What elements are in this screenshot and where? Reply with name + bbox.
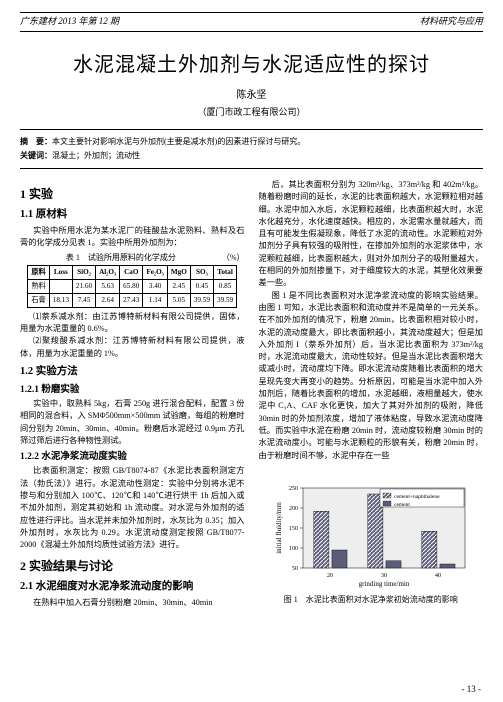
table-header-cell: CaO (120, 266, 143, 280)
table-header-cell: MgO (167, 266, 190, 280)
section-1-2-2: 1.2.2 水泥净浆流动度实验 (20, 450, 245, 464)
table-cell: 2.45 (167, 280, 190, 294)
paper-title: 水泥混凝土外加剂与水泥适应性的探讨 (0, 50, 503, 80)
para-1-2-1: 实验中，取熟料 5kg，石膏 250g 进行混合配料，配置 3 份相同的混合料，… (20, 398, 245, 447)
table-cell: 3.40 (143, 280, 167, 294)
header-right: 材料研究与应用 (420, 15, 483, 29)
table-header-cell: Fe₂O₃ (143, 266, 167, 280)
keywords-label: 关键词： (20, 151, 52, 160)
section-1-2: 1.2 实验方法 (20, 364, 245, 380)
section-1-2-1: 1.2.1 粉磨实验 (20, 383, 245, 397)
table-cell: 18.13 (49, 293, 72, 307)
abstract-text: 本文主要针对影响水泥与外加剂(主要是减水剂)的因素进行探讨与研究。 (52, 137, 305, 146)
right-column: 后，其比表面积分别为 320m²/kg、373m²/kg 和 402m²/kg。… (259, 179, 484, 609)
table-cell: 21.60 (72, 280, 95, 294)
page-header: 广东建材 2013 年第 12 期 材料研究与应用 (20, 12, 483, 32)
para-1-1b: ⑴萘系减水剂：由江苏博特新材料有限公司提供，固体，用量为水泥重量的 0.6%。 (20, 311, 245, 336)
affiliation: （厦门市政工程有限公司） (0, 106, 503, 120)
svg-text:100: 100 (289, 546, 298, 552)
table-cell: 5.63 (96, 280, 120, 294)
figure-1: 50 100 150 200 250 20 30 40 grinding time/min ini… (259, 468, 484, 593)
para-1-2-2: 比表面积测定：按照 GB/T8074-87《水泥比表面积测定方法（勃氏法）》进行… (20, 465, 245, 551)
table-cell: 1.14 (143, 293, 167, 307)
svg-text:grinding time/min: grinding time/min (358, 580, 409, 588)
svg-text:200: 200 (289, 506, 298, 512)
right-para-2: 图 1 是不同比表面积对水泥净浆流动度的影响实验结果。由图 1 可知，水泥比表面… (259, 290, 484, 462)
table-cell: 2.64 (96, 293, 120, 307)
svg-text:20: 20 (327, 573, 333, 579)
section-1-1: 1.1 原材料 (20, 207, 245, 223)
table-cell: 石膏 (28, 293, 49, 307)
page-number: - 13 - (462, 683, 482, 697)
left-column: 1 实验 1.1 原材料 实验中所用水泥为某水泥厂的硅酸盐水泥熟料、熟料及石膏的… (20, 179, 245, 609)
para-1-1a: 实验中所用水泥为某水泥厂的硅酸盐水泥熟料、熟料及石膏的化学成分见表 1。实验中所… (20, 225, 245, 250)
abstract-label: 摘 要： (20, 137, 52, 146)
table-header-cell: SiO₂ (72, 266, 95, 280)
author-name: 陈永坚 (0, 88, 503, 103)
table-cell: 39.59 (213, 293, 236, 307)
figure-1-chart: 50 100 150 200 250 20 30 40 grinding time/min ini… (271, 468, 471, 588)
table-cell: 0.85 (213, 280, 236, 294)
svg-text:cement: cement (394, 502, 410, 508)
table-cell (49, 280, 72, 294)
table-cell: 5.05 (167, 293, 190, 307)
keywords-text: 混凝土；外加剂；流动性 (52, 151, 140, 160)
table-1: 原料LossSiO₂Al₂O₃CaOFe₂O₃MgOSO₃Total 熟料 21.… (27, 265, 237, 307)
table-cell: 熟料 (28, 280, 49, 294)
section-1: 1 实验 (20, 185, 245, 203)
table-header-cell: Total (213, 266, 236, 280)
svg-text:initial fluidity/mm: initial fluidity/mm (275, 502, 283, 554)
section-2: 2 实验结果与讨论 (20, 557, 245, 575)
two-column-body: 1 实验 1.1 原材料 实验中所用水泥为某水泥厂的硅酸盐水泥熟料、熟料及石膏的… (20, 179, 483, 609)
svg-text:250: 250 (289, 486, 298, 492)
table-cell: 65.80 (120, 280, 143, 294)
table-row: 熟料 21.605.6365.803.402.450.450.85 (28, 280, 237, 294)
svg-text:30: 30 (381, 573, 387, 579)
svg-text:50: 50 (292, 566, 298, 572)
svg-text:150: 150 (289, 526, 298, 532)
para-2-1: 在熟料中加入石膏分别粉磨 20min、30min、40min (20, 597, 245, 609)
table-header-cell: SO₃ (190, 266, 213, 280)
para-1-1c: ⑵聚羧酸系减水剂：江苏博特新材料有限公司提供，液体，用量为水泥重量的 1%。 (20, 335, 245, 360)
section-2-1: 2.1 水泥细度对水泥净浆流动度的影响 (20, 579, 245, 595)
svg-text:cement+naphthalene: cement+naphthalene (394, 494, 440, 500)
figure-1-caption: 图 1 水泥比表面积对水泥净浆初始流动度的影响 (259, 594, 484, 606)
abstract-box: 摘 要：本文主要针对影响水泥与外加剂(主要是减水剂)的因素进行探讨与研究。 关键… (20, 129, 483, 169)
table-row: 石膏18.137.452.6427.431.145.0539.5939.59 (28, 293, 237, 307)
right-para-1: 后，其比表面积分别为 320m²/kg、373m²/kg 和 402m²/kg。… (259, 179, 484, 290)
table1-caption: 表 1 试验所用原料的化学成分 （%） (20, 252, 245, 264)
table-cell: 7.45 (72, 293, 95, 307)
table-header-cell: 原料 (28, 266, 49, 280)
table-header-cell: Loss (49, 266, 72, 280)
table-cell: 39.59 (190, 293, 213, 307)
header-left: 广东建材 2013 年第 12 期 (20, 15, 119, 29)
table-cell: 27.43 (120, 293, 143, 307)
svg-text:40: 40 (435, 573, 441, 579)
table-cell: 0.45 (190, 280, 213, 294)
table-header-cell: Al₂O₃ (96, 266, 120, 280)
